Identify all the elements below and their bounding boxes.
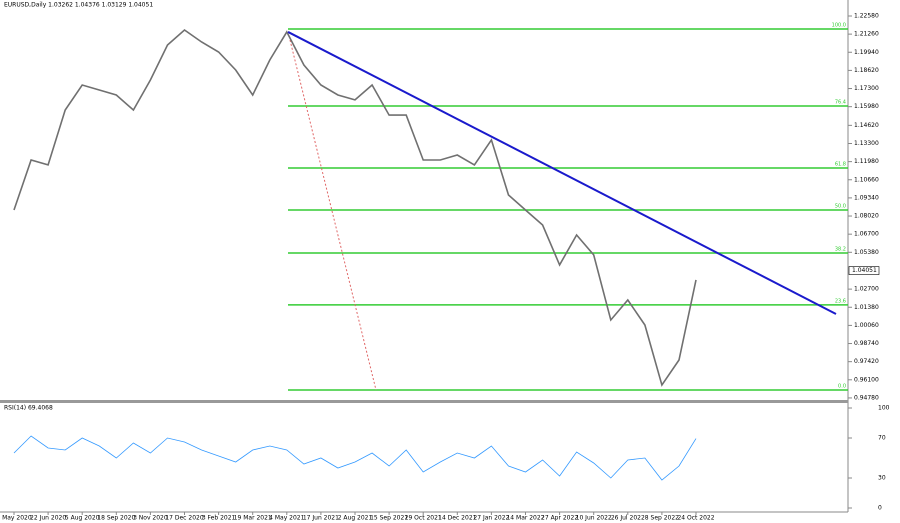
y-tick-label: 0.96100 (854, 376, 879, 383)
y-tick-label: 1.02700 (854, 286, 879, 293)
y-tick-label: 1.22580 (854, 12, 879, 19)
chart-title: EURUSD,Daily 1.03262 1.04376 1.03129 1.0… (4, 2, 153, 9)
y-tick-label: 1.10660 (854, 176, 879, 183)
x-tick-label: 7 May 2020 (0, 515, 32, 522)
fib-level-label: 50.0 (835, 203, 846, 209)
y-tick-label: 1.01380 (854, 304, 879, 311)
rsi-tick-label: 100 (878, 405, 890, 412)
rsi-line (13, 435, 697, 481)
fib-level-label: 38.2 (835, 246, 846, 252)
y-tick-label: 1.17300 (854, 85, 879, 92)
y-tick-label: 1.05380 (854, 249, 879, 256)
current-price-label: 1.04051 (852, 267, 877, 274)
x-tick-label: 10 Jun 2022 (576, 515, 612, 522)
x-tick-label: 17 Dec 2020 (165, 515, 204, 522)
price-line (13, 28, 697, 387)
rsi-tick-label: 70 (878, 435, 886, 442)
y-tick-label: 1.13300 (854, 140, 879, 147)
y-tick-label: 1.15980 (854, 103, 879, 110)
x-tick-label: 14 Mar 2022 (506, 515, 544, 522)
y-tick-label: 1.21260 (854, 31, 879, 38)
x-tick-label: 19 Mar 2021 (234, 515, 272, 522)
current-price-box (848, 266, 880, 275)
x-tick-label: 22 Jun 2020 (30, 515, 66, 522)
y-tick-label: 1.06700 (854, 231, 879, 238)
x-tick-label: 4 May 2021 (269, 515, 304, 522)
x-tick-label: 27 Jan 2022 (473, 515, 509, 522)
rsi-tick-label: 0 (878, 505, 882, 512)
x-tick-label: 29 Oct 2021 (405, 515, 442, 522)
y-tick-label: 1.14620 (854, 122, 879, 129)
x-tick-label: 14 Dec 2021 (438, 515, 477, 522)
y-tick-label: 1.08020 (854, 213, 879, 220)
y-tick-label: 1.19940 (854, 49, 879, 56)
x-tick-label: 18 Sep 2020 (97, 515, 135, 522)
indicator-title: RSI(14) 69.4068 (4, 405, 53, 412)
y-tick-label: 0.97420 (854, 358, 879, 365)
y-tick-label: 0.98740 (854, 340, 879, 347)
x-tick-label: 3 Nov 2020 (133, 515, 168, 522)
x-tick-label: 24 Oct 2022 (677, 515, 714, 522)
panel-separator (0, 400, 848, 403)
x-tick-label: 26 Jul 2022 (611, 515, 645, 522)
y-tick-label: 0.94780 (854, 394, 879, 401)
x-tick-label: 27 Apr 2022 (541, 515, 578, 522)
trendline (287, 31, 837, 315)
x-tick-label: 5 Aug 2020 (65, 515, 100, 522)
x-tick-label: 8 Sep 2022 (645, 515, 679, 522)
fib-level-label: 100.0 (832, 23, 846, 29)
fib-level-label: 0.0 (838, 383, 846, 389)
x-tick-label: 3 Feb 2021 (202, 515, 236, 522)
rsi-tick-label: 30 (878, 475, 886, 482)
x-tick-label: 17 Jun 2021 (303, 515, 339, 522)
fib-level-label: 76.4 (835, 99, 846, 105)
y-tick-label: 1.09340 (854, 194, 879, 201)
y-tick-label: 1.00060 (854, 322, 879, 329)
y-tick-label: 1.18620 (854, 67, 879, 74)
x-tick-label: 2 Aug 2021 (338, 515, 373, 522)
projection-line (289, 39, 377, 391)
fib-level-label: 61.8 (835, 161, 846, 167)
x-tick-label: 15 Sep 2021 (370, 515, 408, 522)
fib-level-label: 23.6 (835, 298, 846, 304)
y-tick-label: 1.11980 (854, 158, 879, 165)
